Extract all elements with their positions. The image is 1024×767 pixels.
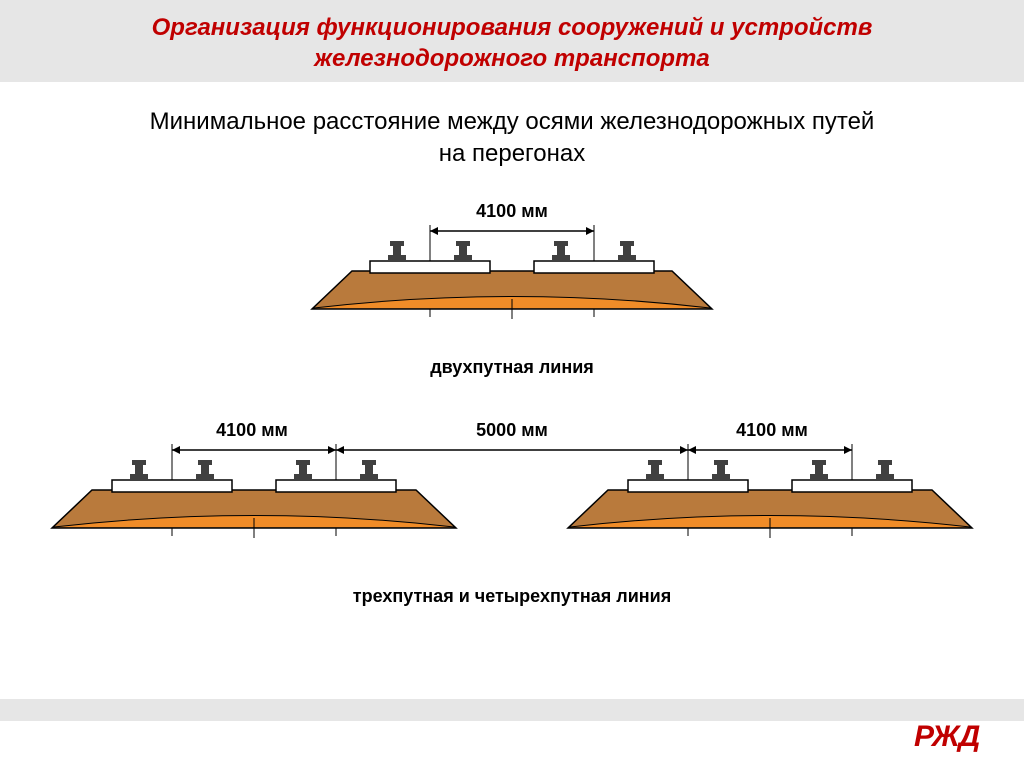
footer-band xyxy=(0,699,1024,721)
caption-two-track: двухпутная линия xyxy=(0,357,1024,378)
rail-3 xyxy=(552,241,570,261)
embankment-right xyxy=(568,460,972,538)
embankment-left xyxy=(52,460,456,538)
rail-2 xyxy=(454,241,472,261)
title-line2: железнодорожного транспорта xyxy=(314,45,709,72)
subtitle: Минимальное расстояние между осями желез… xyxy=(0,106,1024,168)
page-title: Организация функционирования сооружений … xyxy=(0,12,1024,74)
subtitle-line1: Минимальное расстояние между осями желез… xyxy=(150,108,875,135)
multi-track-svg: 4100 мм 5000 мм 4100 мм xyxy=(32,418,992,568)
header-band: Организация функционирования сооружений … xyxy=(0,0,1024,82)
diagram-multi-track: 4100 мм 5000 мм 4100 мм xyxy=(0,418,1024,607)
rail-1 xyxy=(388,241,406,261)
subtitle-line2: на перегонах xyxy=(439,140,585,167)
two-track-svg: 4100 мм xyxy=(272,199,752,339)
dim-right: 4100 мм xyxy=(736,420,808,440)
dim-center: 5000 мм xyxy=(476,420,548,440)
title-line1: Организация функционирования сооружений … xyxy=(152,14,873,41)
rail-4 xyxy=(618,241,636,261)
dim-4100: 4100 мм xyxy=(476,201,548,221)
diagram-two-track: 4100 мм xyxy=(0,199,1024,378)
dim-left: 4100 мм xyxy=(216,420,288,440)
rzd-logo: РЖД xyxy=(914,716,1002,761)
caption-multi-track: трехпутная и четырехпутная линия xyxy=(0,586,1024,607)
logo-text: РЖД xyxy=(914,720,980,753)
